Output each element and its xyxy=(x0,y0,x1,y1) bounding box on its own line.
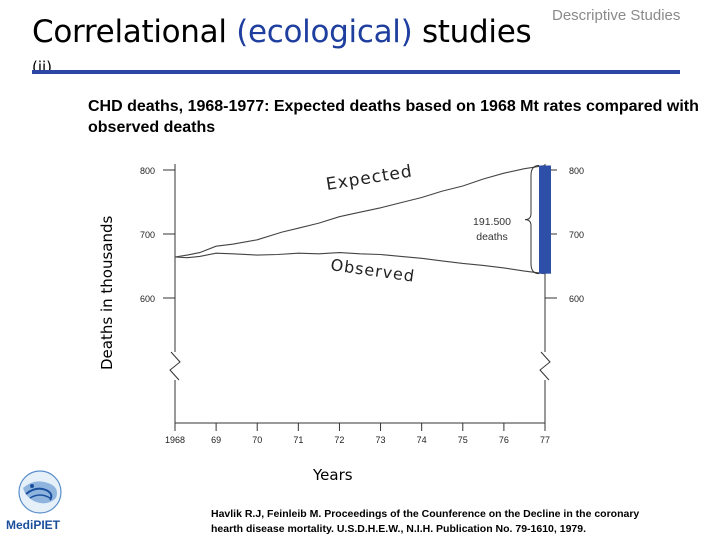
y-tick-label-left: 600 xyxy=(140,294,155,304)
logo-text: MediPIET xyxy=(6,518,61,532)
y-tick-label-right: 800 xyxy=(569,166,584,176)
right-axis-break xyxy=(539,351,551,381)
x-tick-label: 70 xyxy=(252,435,262,445)
citation: Havlik R.J, Feinleib M. Proceedings of t… xyxy=(211,507,711,537)
title-divider xyxy=(32,70,680,74)
x-tick-label: 69 xyxy=(211,435,221,445)
y-tick-label-left: 700 xyxy=(140,230,155,240)
x-tick-label: 76 xyxy=(499,435,509,445)
section-label: Descriptive Studies xyxy=(552,7,681,24)
x-tick-label: 77 xyxy=(540,435,550,445)
labels-layer: 800 700 600 800 700 600 1968 69 70 71 72 73 74 75 76 77… xyxy=(140,162,584,445)
difference-bracket xyxy=(524,165,540,275)
difference-bar xyxy=(539,165,551,274)
x-tick-label: 74 xyxy=(417,435,427,445)
citation-line-2: hearth disease mortality. U.S.D.H.E.W., … xyxy=(211,523,587,535)
annotation-value: 191.500 xyxy=(473,216,511,228)
observed-series-label: Observed xyxy=(329,255,416,286)
x-tick-label: 73 xyxy=(376,435,386,445)
medipiet-logo-icon xyxy=(18,470,62,514)
x-tick-label: 75 xyxy=(458,435,468,445)
expected-series-line xyxy=(174,164,546,258)
y-tick-label-left: 800 xyxy=(140,166,155,176)
chart-title: CHD deaths, 1968-1977: Expected deaths b… xyxy=(88,98,699,136)
x-tick-label: 1968 xyxy=(165,435,185,445)
title-start: Correlational xyxy=(32,14,237,50)
citation-line-1: Havlik R.J, Feinleib M. Proceedings of t… xyxy=(211,508,640,520)
annotation-unit: deaths xyxy=(476,231,508,243)
title-end: studies xyxy=(412,14,532,50)
series-layer xyxy=(174,164,551,275)
axes xyxy=(163,164,557,431)
expected-series-label: Expected xyxy=(325,162,414,195)
observed-series-line xyxy=(174,252,546,275)
slide-title: Correlational (ecological) studies xyxy=(32,14,532,50)
title-highlight: (ecological) xyxy=(236,14,413,50)
y-tick-label-right: 700 xyxy=(569,230,584,240)
x-axis-label: Years xyxy=(313,466,353,484)
left-axis-break xyxy=(169,351,181,381)
x-tick-label: 71 xyxy=(293,435,303,445)
x-tick-label: 72 xyxy=(334,435,344,445)
y-tick-label-right: 600 xyxy=(569,294,584,304)
